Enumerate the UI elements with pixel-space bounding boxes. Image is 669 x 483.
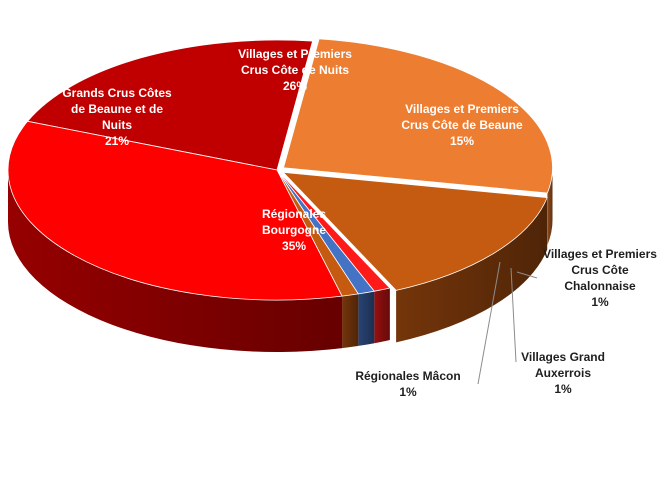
slice-name-label: Villages Grand	[521, 350, 605, 364]
slice-percent-label: 15%	[450, 134, 474, 148]
leader-line	[510, 267, 517, 363]
leader-line	[477, 261, 501, 385]
slice-label: Villages et Premiers Crus Côte de Beaune 1…	[401, 102, 523, 148]
slice-name-label: Crus Côte de Beaune	[401, 118, 523, 132]
pie-slice	[282, 38, 553, 194]
pie-slice-side-shade	[342, 293, 359, 349]
slice-percent-label: 1%	[554, 382, 572, 396]
pie-top-layer	[7, 38, 553, 301]
slice-label: Grands Crus Côtes de Beaune et de Nuits 21%	[62, 86, 172, 148]
pie-slice-side-shade	[396, 197, 548, 343]
slice-name-label: Chalonnaise	[564, 279, 636, 293]
slice-label: Villages et Premiers Crus Côte Chalonnaise…	[543, 247, 657, 309]
pie-slice	[7, 120, 343, 301]
slice-name-label: Nuits	[102, 118, 132, 132]
slice-percent-label: 1%	[399, 385, 417, 399]
leader-line	[516, 271, 538, 279]
slice-name-label: Grands Crus Côtes	[62, 86, 172, 100]
pie-slice	[26, 39, 314, 171]
slice-percent-label: 35%	[282, 239, 306, 253]
slice-label: Villages Grand Auxerrois 1%	[521, 350, 605, 396]
pie-slice-side-shade	[374, 288, 390, 344]
slice-name-label: Bourgogne	[262, 223, 326, 237]
slice-name-label: Crus Côte	[571, 263, 629, 277]
slice-name-label: de Beaune et de	[71, 102, 163, 116]
slice-name-label: Régionales Mâcon	[355, 369, 460, 383]
pie-label-layer: Grands Crus Côtes de Beaune et de Nuits 21%…	[62, 47, 657, 399]
slice-name-label: Villages et Premiers	[238, 47, 352, 61]
slice-label: Villages et Premiers Crus Côte de Nuits 26…	[238, 47, 352, 93]
slice-label: Régionales Bourgogne 35%	[262, 207, 326, 253]
pie-slice-side-shade	[8, 170, 343, 353]
pie-slice	[282, 171, 548, 291]
slice-name-label: Auxerrois	[535, 366, 591, 380]
slice-name-label: Crus Côte de Nuits	[241, 63, 349, 77]
slice-name-label: Villages et Premiers	[405, 102, 519, 116]
slice-percent-label: 1%	[591, 295, 609, 309]
pie-slice-side-shade	[358, 291, 375, 346]
pie-side-layer	[8, 167, 553, 353]
slice-name-label: Régionales	[262, 207, 326, 221]
pie-slice-side-shade	[547, 167, 553, 245]
slice-percent-label: 26%	[283, 79, 307, 93]
slice-name-label: Villages et Premiers	[543, 247, 657, 261]
slice-percent-label: 21%	[105, 134, 129, 148]
slice-label: Régionales Mâcon 1%	[355, 369, 460, 399]
